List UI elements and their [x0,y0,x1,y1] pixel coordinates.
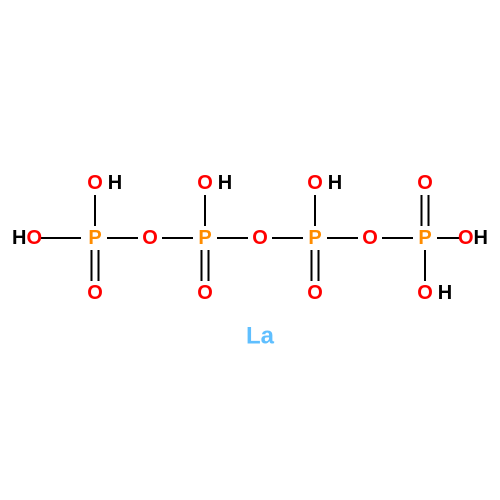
atom-label-ho: HO [12,227,42,249]
atom-label: O [307,172,323,194]
atom-label: O [417,172,433,194]
atom-label: P [88,227,101,249]
atom-label: H [108,172,122,194]
atom-label: P [308,227,321,249]
molecule-diagram: HOPOHOOPOHOOPOHOOPOOHOHLa [0,0,500,500]
atom-label: O [142,227,158,249]
atom-label: O [307,282,323,304]
atom-label: P [198,227,211,249]
atom-label: H [328,172,342,194]
atom-label-oh: OH [458,227,488,249]
atom-label: O [87,172,103,194]
atom-label: H [438,282,452,304]
atom-label: O [197,172,213,194]
atom-label: O [87,282,103,304]
atom-label: O [252,227,268,249]
atom-label: H [218,172,232,194]
atom-label: O [197,282,213,304]
atom-label-la: La [246,323,275,350]
atom-label: O [417,282,433,304]
atom-label: P [418,227,431,249]
atom-label: O [362,227,378,249]
